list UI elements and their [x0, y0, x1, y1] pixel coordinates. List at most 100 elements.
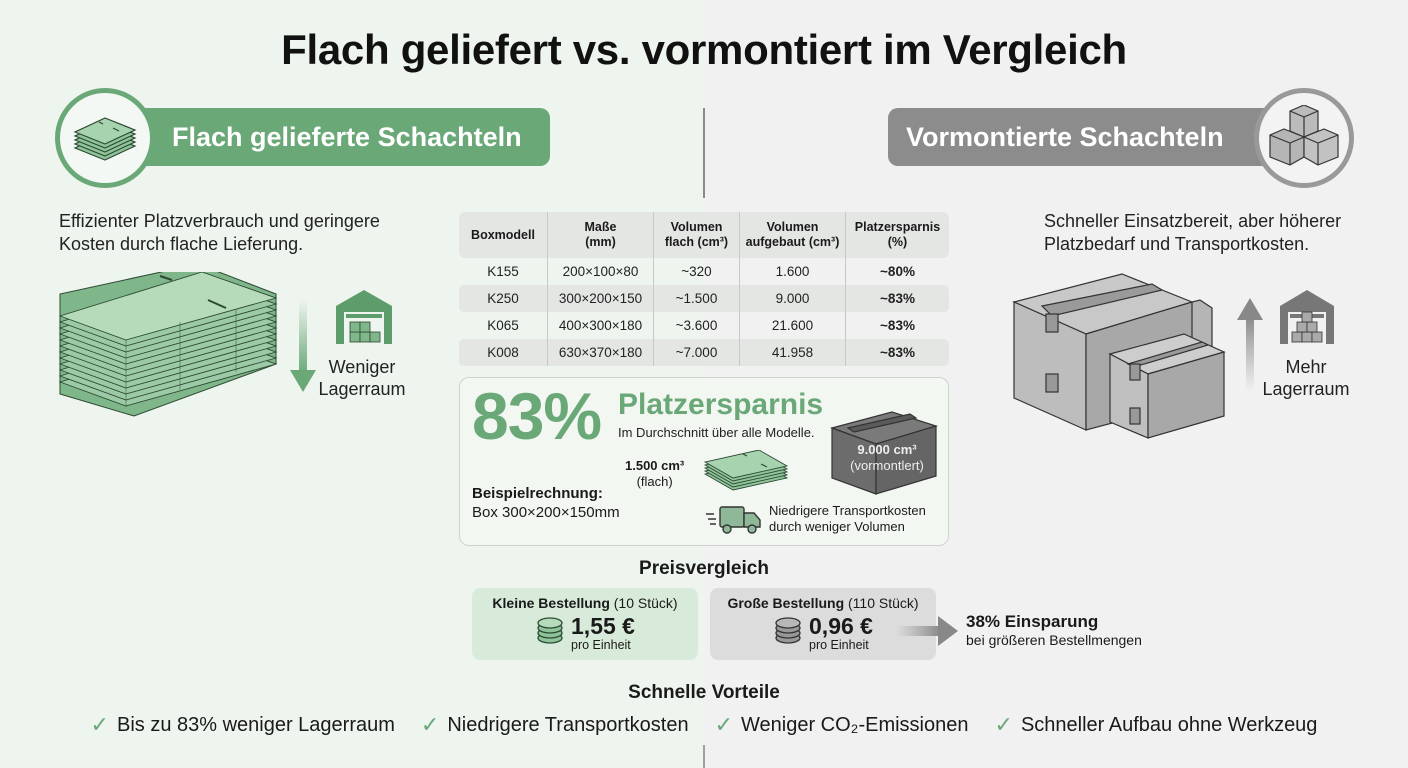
col-header-dimensions: Maße (mm) — [547, 212, 653, 258]
advantage-item: ✓ Schneller Aufbau ohne Werkzeug — [995, 712, 1318, 738]
cell-volume-assembled: 9.000 — [739, 285, 845, 312]
cell-space-saving: ~83% — [845, 312, 949, 339]
transport-note-line2: durch weniger Volumen — [769, 518, 905, 534]
col-header-text: flach (cm³) — [664, 235, 729, 249]
flat-boxes-header: Flach gelieferte Schachteln — [110, 108, 550, 166]
small-order-price: 1,55 € — [571, 613, 635, 639]
arrow-right-icon — [896, 616, 960, 651]
checkmark-icon: ✓ — [90, 712, 109, 737]
assembled-volume-value: 9.000 cm³ — [857, 442, 917, 457]
assembled-box-dark-icon — [830, 410, 939, 501]
small-order-card: Kleine Bestellung (10 Stück) 1,55 € pro E… — [472, 588, 698, 660]
transport-note: Niedrigere Transportkosten durch weniger… — [769, 503, 926, 534]
col-header-text: Volumen — [766, 220, 819, 234]
less-storage-label-line1: Weniger — [328, 357, 396, 377]
advantage-text: Schneller Aufbau ohne Werkzeug — [1020, 713, 1318, 736]
more-storage-label-line1: Mehr — [1285, 357, 1327, 377]
savings-percent: 83% — [472, 379, 602, 453]
cell-dimensions: 300×200×150 — [547, 285, 653, 312]
small-order-title-text: Kleine Bestellung — [492, 595, 610, 611]
savings-subtitle: Im Durchschnitt über alle Modelle. — [618, 425, 815, 440]
table-row: K155 200×100×80 ~320 1.600 ~80% — [459, 258, 949, 285]
center-divider — [703, 108, 705, 198]
savings-summary: 38% Einsparung bei größeren Bestellmenge… — [966, 612, 1142, 648]
warehouse-icon — [334, 288, 394, 351]
warehouse-icon — [1278, 288, 1336, 351]
assembled-volume-label: 9.000 cm³ (vormontlert) — [838, 442, 936, 474]
cell-space-saving: ~83% — [845, 339, 949, 366]
flat-box-small-icon — [703, 449, 789, 499]
stacked-boxes-icon — [1254, 88, 1354, 188]
cell-model: K155 — [487, 264, 519, 279]
advantage-text: Bis zu 83% weniger Lagerraum — [116, 713, 395, 736]
flat-volume-label: 1.500 cm³ (flach) — [625, 458, 684, 490]
less-storage-label-line2: Lagerraum — [318, 379, 406, 399]
advantage-item: ✓ Weniger CO₂-Emissionen — [715, 712, 969, 738]
cell-space-saving: ~80% — [845, 258, 949, 285]
col-header-volume-flat: Volumen flach (cm³) — [653, 212, 739, 258]
savings-label: Platzersparnis — [618, 388, 824, 421]
cell-volume-flat: ~1.500 — [653, 285, 739, 312]
cell-model: K250 — [459, 285, 547, 312]
small-order-title: Kleine Bestellung (10 Stück) — [472, 595, 698, 611]
col-header-space-saving: Platzersparnis (%) — [845, 212, 949, 258]
table-row: K250 300×200×150 ~1.500 9.000 ~83% — [459, 285, 949, 312]
advantages-list: ✓ Bis zu 83% weniger Lagerraum ✓ Niedriger… — [0, 712, 1408, 738]
price-comparison-heading: Preisvergleich — [639, 558, 769, 579]
cell-space-saving: ~83% — [845, 285, 949, 312]
cell-volume-assembled: 41.958 — [739, 339, 845, 366]
cell-dimensions: 400×300×180 — [547, 312, 653, 339]
savings-summary-percent: 38% Einsparung — [966, 612, 1099, 631]
preassembled-boxes-header: Vormontierte Schachteln — [888, 108, 1288, 166]
cell-volume-flat: ~7.000 — [653, 339, 739, 366]
arrow-up-icon — [1237, 296, 1263, 397]
small-order-unit: pro Einheit — [571, 638, 631, 652]
large-order-card: Große Bestellung (110 Stück) 0,96 € pro E… — [710, 588, 936, 660]
checkmark-icon: ✓ — [994, 712, 1013, 737]
example-value: Box 300×200×150mm — [472, 504, 620, 521]
large-order-title: Große Bestellung (110 Stück) — [710, 595, 936, 611]
col-header-text: Boxmodell — [471, 227, 535, 242]
cell-volume-flat: ~320 — [653, 258, 739, 285]
coins-icon — [773, 616, 803, 651]
large-order-qty: (110 Stück) — [848, 595, 919, 611]
flat-boxes-header-label: Flach gelieferte Schachteln — [172, 121, 522, 152]
savings-summary-caption: bei größeren Bestellmengen — [966, 632, 1142, 648]
assembled-volume-caption: (vormontlert) — [850, 458, 924, 473]
large-order-unit: pro Einheit — [809, 638, 869, 652]
arrow-down-icon — [290, 300, 316, 399]
table-row: K065 400×300×180 ~3.600 21.600 ~83% — [459, 312, 949, 339]
table-row: K008 630×370×180 ~7.000 41.958 ~83% — [459, 339, 949, 366]
advantage-text: Niedrigere Transportkosten — [447, 713, 689, 736]
flat-box-stack-icon — [55, 88, 155, 188]
flat-boxes-description: Effizienter Platzverbrauch und geringere… — [59, 211, 380, 254]
col-header-text: (%) — [887, 235, 908, 249]
col-header-text: Platzersparnis — [854, 220, 941, 234]
cell-volume-assembled: 1.600 — [739, 258, 845, 285]
assembled-boxes-illustration — [1012, 272, 1226, 445]
cell-model: K008 — [459, 339, 547, 366]
checkmark-icon: ✓ — [420, 712, 440, 737]
large-order-title-text: Große Bestellung — [727, 595, 845, 611]
advantages-heading: Schnelle Vorteile — [628, 682, 780, 703]
example-title: Beispielrechnung: — [472, 485, 603, 502]
col-header-volume-assembled: Volumen aufgebaut (cm³) — [739, 212, 845, 258]
table-header-row: Boxmodell Maße (mm) Volumen flach (cm³) Vo… — [459, 212, 949, 258]
col-header-text: aufgebaut (cm³) — [745, 235, 840, 249]
checkmark-icon: ✓ — [714, 712, 734, 737]
page-title: Flach geliefert vs. vormontiert im Vergl… — [281, 26, 1127, 73]
large-order-price: 0,96 € — [809, 613, 873, 639]
col-header-model: Boxmodell — [459, 212, 547, 258]
advantage-text: Weniger CO₂-Emissionen — [741, 713, 969, 736]
coins-icon — [535, 616, 565, 651]
more-storage-label: Mehr Lagerraum — [1256, 356, 1356, 400]
col-header-text: Maße — [584, 220, 617, 234]
truck-icon — [706, 504, 762, 539]
advantage-item: ✓ Bis zu 83% weniger Lagerraum — [91, 712, 395, 738]
cell-dimensions: 630×370×180 — [547, 339, 653, 366]
cell-model: K065 — [487, 318, 519, 333]
flat-box-stack-illustration — [58, 263, 280, 427]
transport-note-line1: Niedrigere Transportkosten — [769, 503, 926, 518]
col-header-text: (mm) — [585, 235, 616, 249]
cell-volume-flat: ~3.600 — [653, 312, 739, 339]
